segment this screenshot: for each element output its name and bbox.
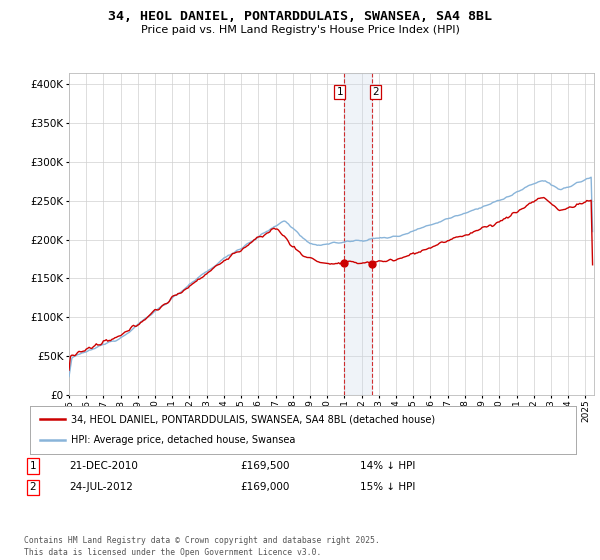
Text: 21-DEC-2010: 21-DEC-2010 — [69, 461, 138, 471]
Text: 2: 2 — [373, 87, 379, 97]
Text: 34, HEOL DANIEL, PONTARDDULAIS, SWANSEA, SA4 8BL (detached house): 34, HEOL DANIEL, PONTARDDULAIS, SWANSEA,… — [71, 414, 435, 424]
Text: 1: 1 — [29, 461, 37, 471]
Text: 34, HEOL DANIEL, PONTARDDULAIS, SWANSEA, SA4 8BL: 34, HEOL DANIEL, PONTARDDULAIS, SWANSEA,… — [108, 10, 492, 23]
Text: 15% ↓ HPI: 15% ↓ HPI — [360, 482, 415, 492]
Text: 2: 2 — [29, 482, 37, 492]
Text: Contains HM Land Registry data © Crown copyright and database right 2025.
This d: Contains HM Land Registry data © Crown c… — [24, 536, 380, 557]
Bar — [344, 73, 371, 395]
Text: £169,000: £169,000 — [240, 482, 289, 492]
Text: 14% ↓ HPI: 14% ↓ HPI — [360, 461, 415, 471]
Text: 24-JUL-2012: 24-JUL-2012 — [69, 482, 133, 492]
Text: 1: 1 — [337, 87, 343, 97]
Text: Price paid vs. HM Land Registry's House Price Index (HPI): Price paid vs. HM Land Registry's House … — [140, 25, 460, 35]
Text: HPI: Average price, detached house, Swansea: HPI: Average price, detached house, Swan… — [71, 435, 295, 445]
Text: £169,500: £169,500 — [240, 461, 290, 471]
